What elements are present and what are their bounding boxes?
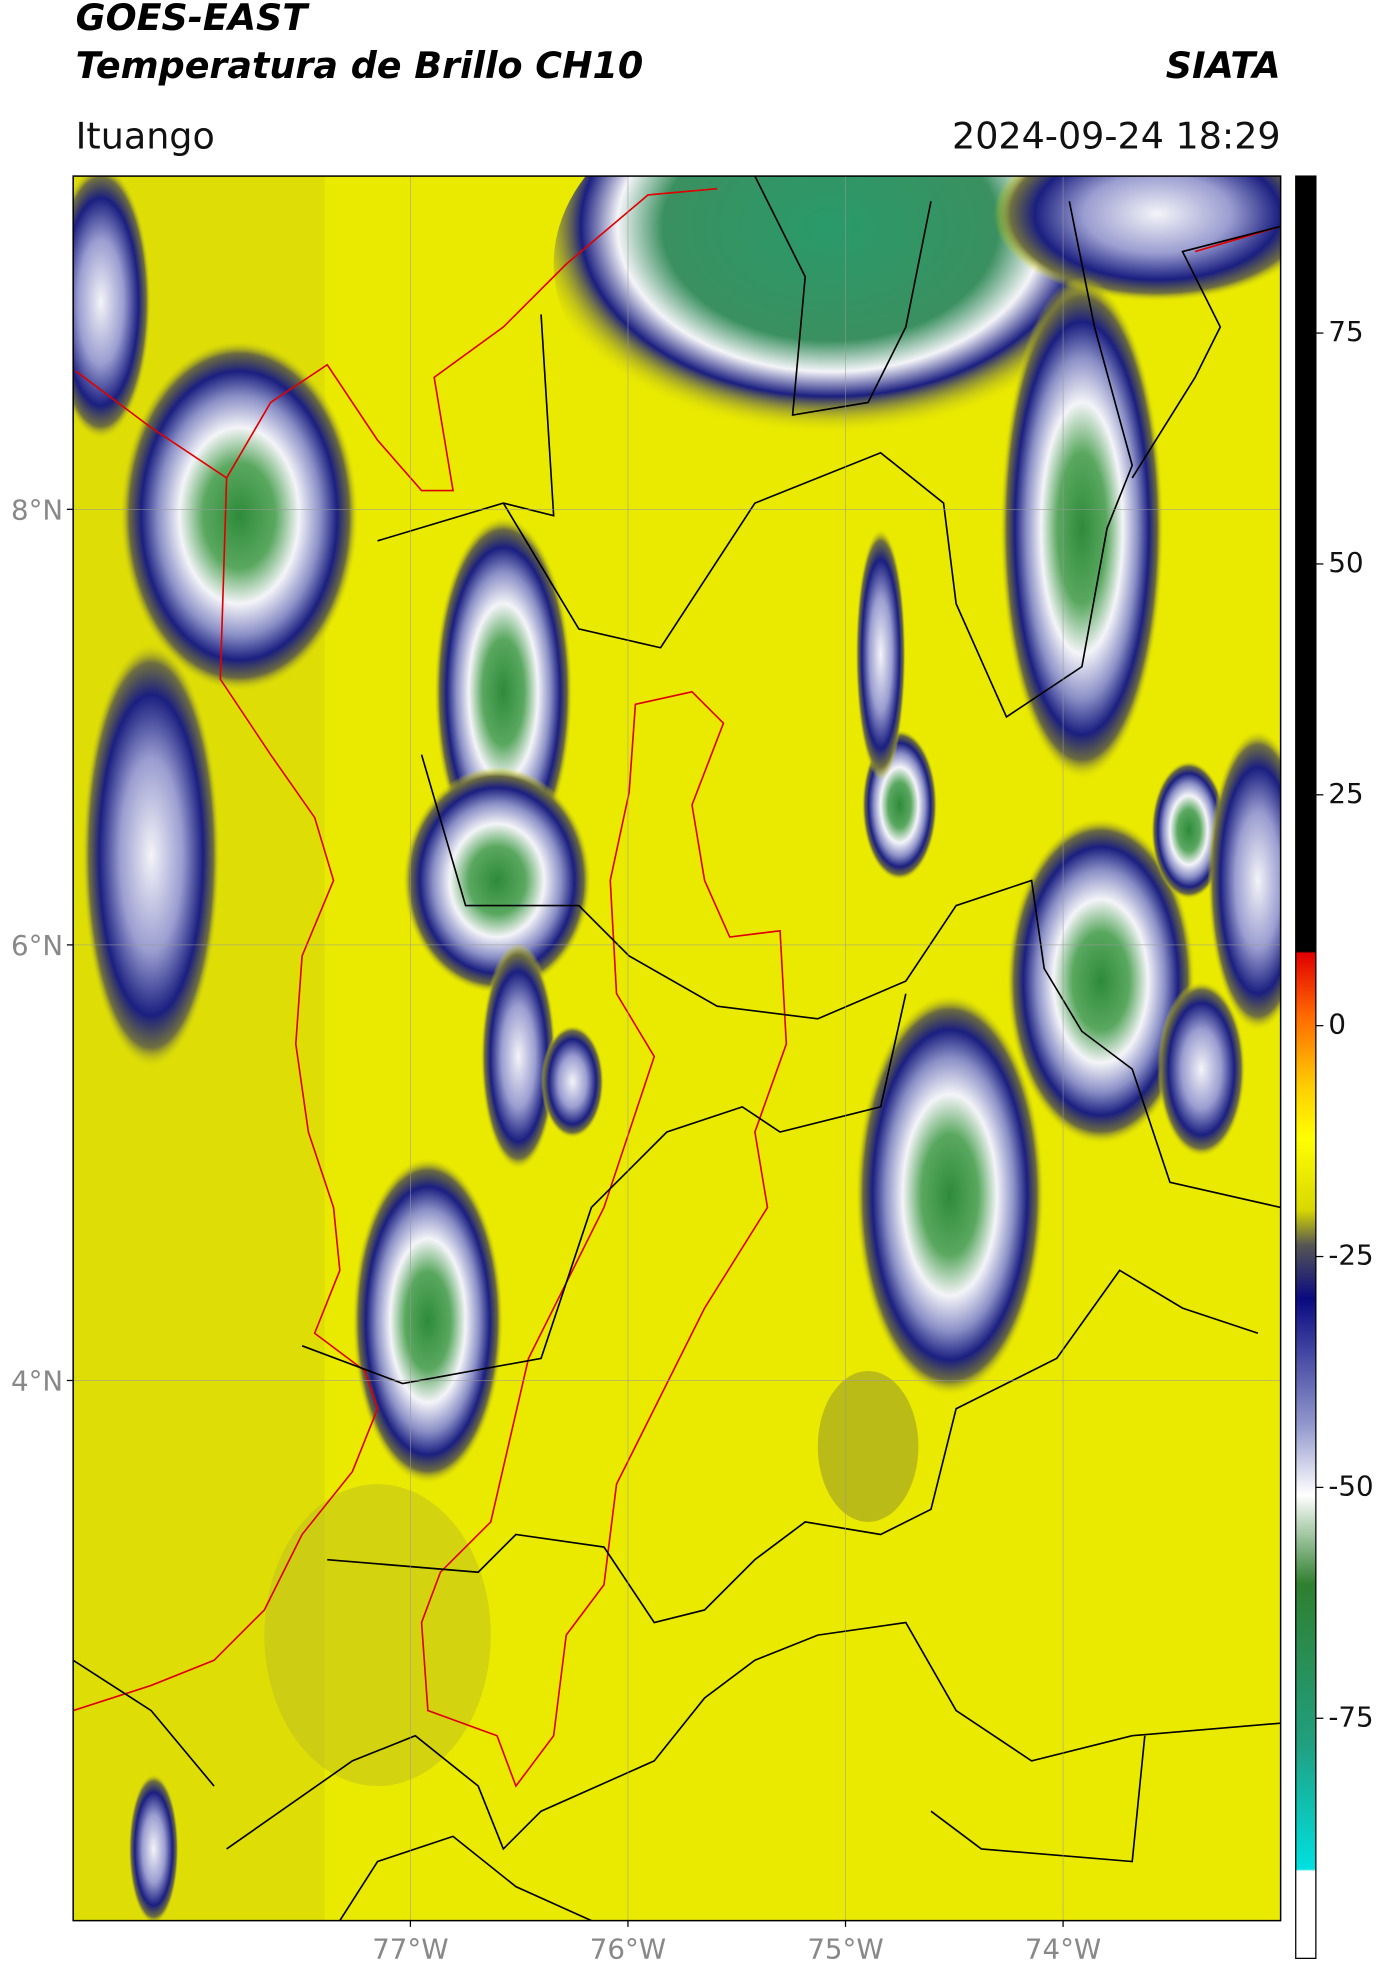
x-tick-label: 76°W [590,1932,666,1965]
map [73,176,1281,1921]
graticule [73,176,1281,1921]
x-tick-label: 77°W [372,1932,448,1965]
colorbar-tick-label: 50 [1328,546,1363,579]
colorbar-axis: 75 50 25 0 -25 -50 -75 [1315,315,1374,1733]
colorbar-tick-label: -75 [1328,1700,1373,1733]
datetime: 2024-09-24 18:29 [952,114,1281,157]
y-tick-label: 8°N [11,493,63,526]
title: GOES-EAST [76,0,311,39]
borders [73,176,1281,1921]
colorbar [1295,175,1317,1959]
colorbar-tick-label: -25 [1328,1239,1373,1272]
colorbar-tick-label: 75 [1328,315,1363,348]
location: Ituango [76,114,215,157]
x-tick-label: 74°W [1025,1932,1101,1965]
clouds [73,176,1281,1921]
subtitle: Temperatura de Brillo CH10 [76,44,644,87]
x-tick-label: 75°W [807,1932,883,1965]
y-tick-label: 6°N [11,929,63,962]
map-frame [72,175,1282,1922]
colorbar-tick-label: 0 [1328,1008,1346,1041]
y-tick-label: 4°N [11,1365,63,1398]
source: SIATA [1166,44,1281,87]
map-axes: 77°W 76°W 75°W 74°W 8°N 6°N 4°N [11,493,1101,1965]
colorbar-tick-label: -50 [1328,1469,1373,1502]
colorbar-tick-label: 25 [1328,777,1363,810]
